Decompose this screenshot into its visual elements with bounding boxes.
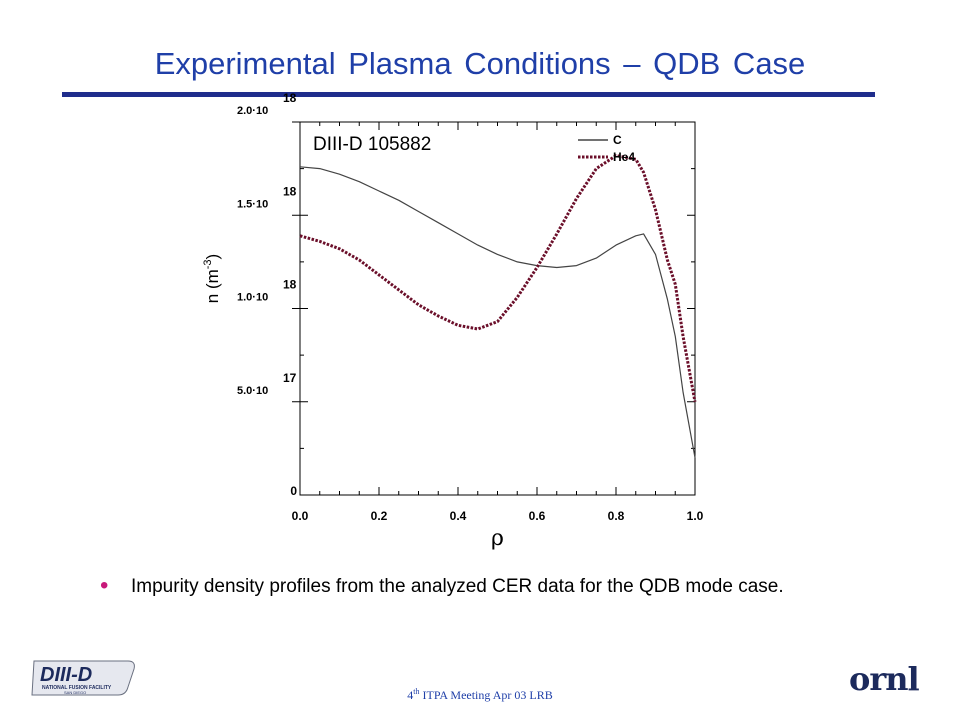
y-tick-exponent: 18 <box>283 184 297 198</box>
x-tick-label: 0.8 <box>608 509 625 523</box>
y-tick-label: 2.0·10 <box>237 105 268 117</box>
footer-caption: 4th ITPA Meeting Apr 03 LRB <box>0 687 960 703</box>
diii-d-logo-subtext: NATIONAL FUSION FACILITY <box>42 685 112 691</box>
diii-d-logo-text: DIII-D <box>40 664 92 686</box>
shot-annotation: DIII-D 105882 <box>313 134 431 155</box>
x-tick-label: 1.0 <box>687 509 704 523</box>
x-tick-label: 0.2 <box>371 509 388 523</box>
y-tick-exponent: 18 <box>283 278 297 292</box>
bullet-text: Impurity density profiles from the analy… <box>131 576 784 597</box>
diii-d-logo-subtext2: SAN DIEGO <box>64 690 86 695</box>
y-axis-label-main: n (m <box>203 269 222 303</box>
footer-ordinal: 4 <box>407 688 414 702</box>
y-axis-label-close: ) <box>203 254 222 260</box>
y-tick-exponent: 17 <box>283 371 297 385</box>
x-tick-label: 0.6 <box>529 509 546 523</box>
y-tick-label: 5.0·10 <box>237 385 268 397</box>
series-line-c <box>299 166 696 458</box>
density-profile-chart: 0.0 0.2 0.4 0.6 0.8 1.0 0 5.0·10 17 1.0·10 18 1.5·… <box>202 91 704 551</box>
slide-title: Experimental Plasma Conditions – QDB Cas… <box>154 46 806 81</box>
footer-text: ITPA Meeting Apr 03 LRB <box>419 688 553 702</box>
x-axis-label: ρ <box>491 526 504 551</box>
legend-label-he4: He4 <box>613 150 635 164</box>
series-group <box>299 154 697 458</box>
y-axis: 0 5.0·10 17 1.0·10 18 1.5·10 18 2.0·10 18 <box>237 91 695 498</box>
ornl-logo: ornl <box>849 662 920 696</box>
x-tick-label: 0.0 <box>292 509 309 523</box>
x-tick-label: 0.4 <box>450 509 467 523</box>
plot-frame <box>299 121 696 496</box>
y-tick-exponent: 18 <box>283 91 297 105</box>
y-axis-label: n (m-3) <box>202 254 222 303</box>
legend: C He4 <box>578 133 635 164</box>
y-tick-label: 1.5·10 <box>237 198 268 210</box>
footer-ordinal-suffix: th <box>413 687 420 696</box>
legend-label-c: C <box>613 133 622 147</box>
x-axis: 0.0 0.2 0.4 0.6 0.8 1.0 <box>292 122 704 523</box>
y-axis-label-sup: -3 <box>202 259 214 269</box>
y-tick-label: 0 <box>290 484 297 498</box>
ornl-logo-text: ornl <box>849 662 919 696</box>
diii-d-logo: DIII-D NATIONAL FUSION FACILITY SAN DIEG… <box>31 660 135 696</box>
title-underline <box>62 92 875 97</box>
bullet-dot: • <box>100 572 109 599</box>
y-tick-label: 1.0·10 <box>237 292 268 304</box>
series-line-he4 <box>299 154 697 403</box>
